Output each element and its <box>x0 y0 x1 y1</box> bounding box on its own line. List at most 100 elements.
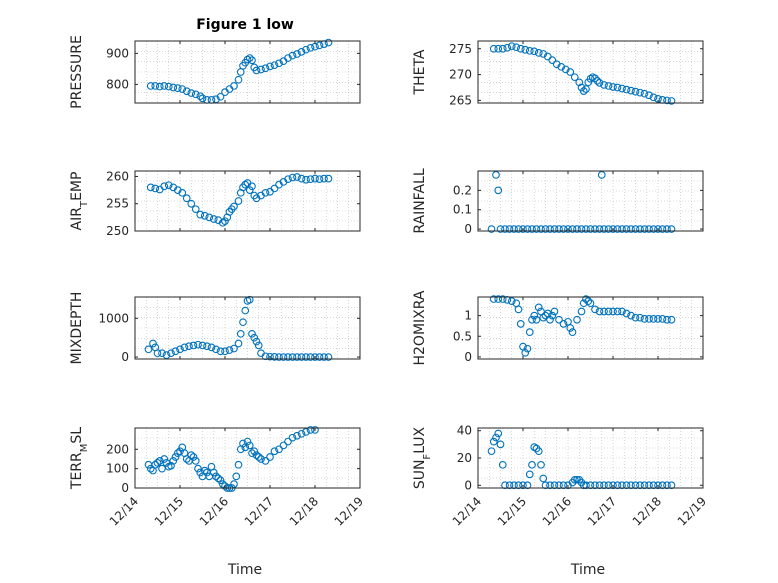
data-point <box>663 225 671 233</box>
data-point <box>658 225 667 233</box>
data-point <box>311 426 319 434</box>
data-point <box>586 299 595 308</box>
subplot-grid: 800 900 PRESSURE 265 270 275 THETA 250 255 260 AIR… <box>69 35 709 528</box>
data-point <box>169 83 178 92</box>
data-point <box>663 315 671 324</box>
data-point <box>239 318 247 327</box>
data-point <box>654 225 662 233</box>
y-tick-label: 0 <box>121 350 129 364</box>
data-point <box>234 460 243 469</box>
data-point <box>591 225 599 233</box>
data-point <box>209 468 218 477</box>
series-markers <box>487 171 676 233</box>
data-point <box>516 320 525 328</box>
data-point <box>579 87 588 95</box>
data-point <box>566 324 575 332</box>
data-point <box>252 337 261 346</box>
data-point <box>555 315 563 324</box>
data-point <box>609 481 617 490</box>
data-point <box>248 329 256 338</box>
data-point <box>636 88 644 97</box>
data-point <box>221 347 229 356</box>
data-point <box>302 353 310 361</box>
axes-box <box>477 170 704 232</box>
data-point <box>288 51 297 60</box>
data-point <box>521 45 530 54</box>
data-point <box>284 175 292 184</box>
data-point <box>212 472 220 481</box>
data-point <box>261 457 270 465</box>
data-point <box>182 87 191 96</box>
data-point <box>649 315 658 323</box>
data-point <box>618 84 626 93</box>
data-point <box>234 197 243 205</box>
data-point <box>577 307 586 316</box>
y-tick-label: 900 <box>106 46 129 60</box>
subplot-h2omixra: 0 0.5 1 H2OMIXRA <box>412 290 704 366</box>
data-point <box>600 225 608 233</box>
y-tick-label: 250 <box>106 224 129 238</box>
data-point <box>582 295 590 303</box>
series-markers <box>487 429 676 490</box>
data-point <box>297 429 306 438</box>
data-point <box>597 171 606 179</box>
data-point <box>555 225 563 233</box>
data-point <box>631 313 640 322</box>
data-point <box>636 481 644 490</box>
data-point <box>160 455 169 463</box>
data-point <box>254 341 263 350</box>
x-tick-label: 12/18 <box>630 494 664 528</box>
x-tick-label: 12/18 <box>287 494 321 528</box>
data-point <box>250 333 259 342</box>
data-point <box>200 211 209 220</box>
data-point <box>178 188 187 197</box>
data-point <box>604 82 613 90</box>
y-tick-label: 800 <box>106 77 129 91</box>
data-point <box>178 85 187 93</box>
data-point <box>218 480 227 488</box>
data-point <box>534 447 543 456</box>
data-point <box>528 460 536 469</box>
y-tick-label: 0.1 <box>453 203 472 217</box>
data-point <box>164 82 173 91</box>
data-point <box>492 433 500 442</box>
data-point <box>216 476 225 485</box>
data-point <box>523 225 532 233</box>
data-point <box>577 225 586 233</box>
data-point <box>196 92 205 101</box>
data-point <box>306 43 315 52</box>
data-point <box>270 184 279 193</box>
y-axis-label: PRESSURE <box>69 35 85 109</box>
data-point <box>216 92 225 101</box>
data-point <box>550 481 559 490</box>
data-point <box>505 225 514 233</box>
data-point <box>245 186 254 194</box>
data-point <box>555 481 563 490</box>
data-point <box>600 481 608 490</box>
grid <box>134 427 361 489</box>
data-point <box>613 83 622 92</box>
data-point <box>645 481 653 490</box>
data-point <box>257 455 265 463</box>
data-point <box>654 315 662 323</box>
data-point <box>182 455 191 463</box>
data-point <box>216 347 225 356</box>
data-point <box>559 225 568 233</box>
y-axis-label: AIRTEMP <box>69 172 90 231</box>
data-point <box>595 225 604 233</box>
data-point <box>324 353 333 361</box>
data-point <box>257 65 265 74</box>
data-point <box>284 54 292 62</box>
data-point <box>315 353 324 361</box>
x-tick-label: 12/16 <box>197 494 231 528</box>
data-point <box>230 82 238 90</box>
data-point <box>270 447 279 456</box>
data-point <box>254 453 263 461</box>
data-point <box>494 429 503 438</box>
y-axis-label: TERRMSL <box>69 427 90 490</box>
data-point <box>636 313 644 322</box>
data-point <box>153 349 162 358</box>
data-point <box>582 85 590 93</box>
x-tick-label: 12/14 <box>450 494 484 528</box>
data-point <box>546 315 554 324</box>
